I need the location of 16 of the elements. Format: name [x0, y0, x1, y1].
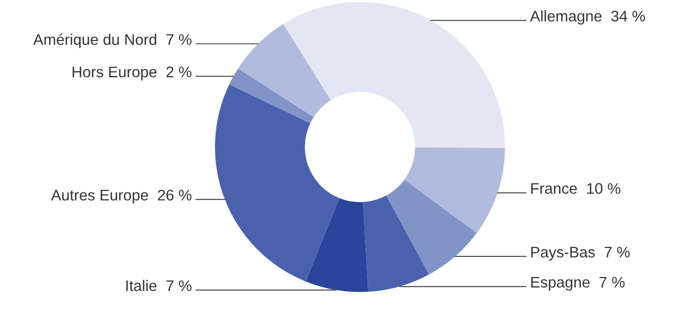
donut-slice	[215, 84, 340, 282]
slice-label: Italie 7 %	[126, 280, 192, 292]
donut-slice	[386, 180, 477, 275]
donut-slice	[229, 68, 314, 124]
slice-label: Pays-Bas 7 %	[531, 246, 630, 261]
donut-slice	[306, 198, 368, 292]
donut-slice	[283, 2, 505, 148]
donut-slice	[404, 147, 505, 234]
slice-label: Espagne 7 %	[531, 276, 625, 291]
slice-label: France 10 %	[531, 183, 620, 194]
slice-label: Allemagne 34 %	[530, 10, 645, 25]
slice-label: Amérique du Nord 7 %	[33, 34, 192, 48]
slice-label: Autres Europe 26 %	[51, 190, 192, 204]
slice-label: Hors Europe 2 %	[72, 66, 192, 80]
donut-slice	[238, 24, 331, 118]
donut-slice	[363, 195, 429, 292]
